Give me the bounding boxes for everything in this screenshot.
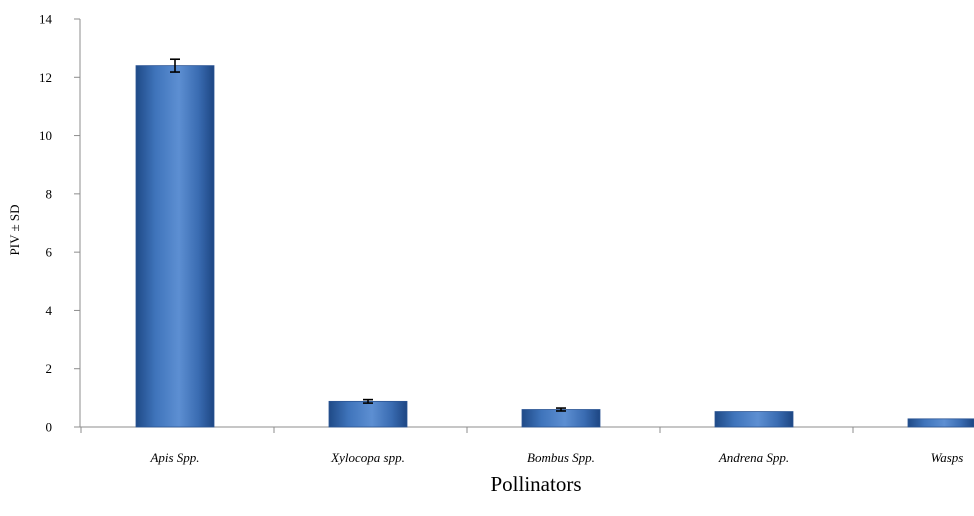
category-label: Apis Spp.	[149, 450, 199, 465]
x-axis	[80, 426, 974, 433]
y-tick-label: 12	[39, 70, 52, 85]
bars	[135, 65, 974, 428]
bar	[907, 418, 974, 428]
bar	[328, 400, 408, 428]
category-labels: Apis Spp. Xylocopa spp. Bombus Spp. Andrena…	[149, 450, 963, 465]
y-tick-label: 4	[46, 303, 53, 318]
category-label: Wasps	[931, 450, 964, 465]
y-tick-label: 14	[39, 12, 53, 27]
y-axis: 0 2 4 6 8 10 12 14	[39, 12, 81, 435]
category-label: Bombus Spp.	[527, 450, 595, 465]
y-axis-label: PIV ± SD	[7, 205, 22, 256]
bar	[714, 411, 794, 428]
y-tick-label: 10	[39, 128, 52, 143]
error-bars	[170, 58, 566, 412]
y-tick-label: 8	[46, 186, 53, 201]
x-axis-label: Pollinators	[490, 472, 581, 496]
category-label: Andrena Spp.	[718, 450, 789, 465]
y-tick-label: 6	[46, 245, 53, 260]
category-label: Xylocopa spp.	[330, 450, 405, 465]
y-tick-label: 2	[46, 361, 53, 376]
y-tick-label: 0	[46, 420, 53, 435]
bar	[521, 409, 601, 428]
bar	[135, 65, 215, 428]
